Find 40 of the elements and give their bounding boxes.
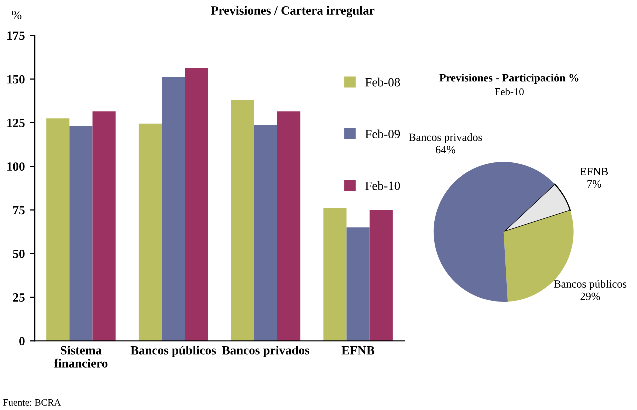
- x-tick-label: EFNB: [342, 346, 375, 355]
- y-axis-title: %: [12, 10, 22, 20]
- y-tick-label: 25: [13, 294, 25, 302]
- pie-slice: [434, 162, 556, 302]
- bar: [231, 100, 254, 342]
- y-tick-label: 50: [13, 250, 25, 258]
- bar: [277, 112, 301, 342]
- y-tick-label: 0: [20, 337, 25, 346]
- bar: [70, 126, 93, 342]
- y-tick-label: 150: [8, 75, 25, 84]
- bar: [92, 112, 116, 342]
- bar: [138, 124, 162, 342]
- data-label: 64%: [436, 146, 456, 154]
- y-tick-label: 100: [8, 162, 25, 172]
- slice-label: Bancos públicos: [554, 280, 627, 290]
- legend-label: Feb-08: [366, 78, 400, 87]
- x-tick-label: Bancos privados: [222, 346, 310, 358]
- slice-label: Bancos privados: [409, 133, 482, 144]
- data-label: 7%: [588, 180, 602, 188]
- bar: [370, 210, 393, 342]
- bar: [46, 118, 70, 342]
- x-tick-label: Bancos públicos: [130, 346, 216, 358]
- data-label: 29%: [580, 292, 600, 300]
- bar: [346, 228, 370, 342]
- legend-label: Feb-09: [366, 130, 400, 138]
- bar: [185, 68, 208, 342]
- chart-subtitle: Feb-10: [495, 88, 524, 96]
- chart-title: Previsiones - Participación %: [440, 74, 579, 84]
- slice-label: EFNB: [580, 168, 608, 176]
- x-tick-label: Sistema financiero: [54, 346, 108, 368]
- bar: [162, 78, 186, 342]
- legend-label: Feb-10: [366, 181, 400, 190]
- source-note: Fuente: BCRA: [3, 399, 62, 406]
- y-tick-label: 125: [8, 119, 25, 128]
- bar: [324, 208, 347, 342]
- y-tick-label: 75: [14, 206, 25, 215]
- bar: [254, 126, 278, 342]
- chart-title: Previsiones / Cartera irregular: [211, 6, 375, 18]
- pie-slice: [503, 184, 572, 233]
- y-tick-label: 175: [8, 32, 25, 40]
